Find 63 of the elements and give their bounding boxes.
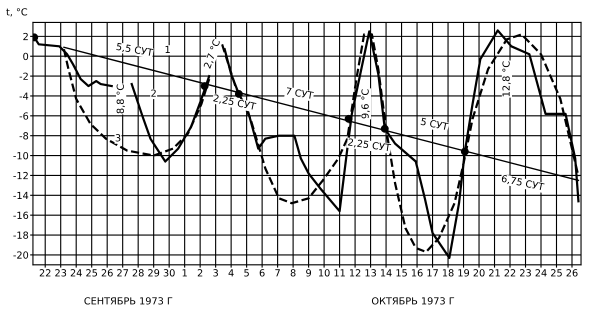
y-tick-label: -18 [13, 232, 28, 239]
x-tick-label: 23 [55, 269, 66, 277]
y-tick-label: -12 [13, 172, 28, 180]
x-tick-label: 22 [40, 269, 50, 276]
x-tick-label: 26 [566, 269, 578, 277]
x-tick-label: 4 [228, 269, 234, 276]
annotation: 6,75 СУТ [501, 174, 545, 192]
annotation: 9,6 °C [361, 89, 370, 118]
annotation: 8,8 °C [116, 84, 125, 114]
annotation: 5 СУТ [420, 118, 449, 130]
x-tick-label: 5 [244, 269, 249, 277]
x-tick-label: 3 [213, 269, 218, 277]
y-tick-label: -2 [20, 72, 28, 80]
annotation: 5,5 СУТ [116, 42, 154, 58]
y-tick-label: 0 [23, 52, 28, 60]
y-tick-label: -4 [20, 92, 28, 100]
text: ОКТЯБРЬ 1973 Г [372, 297, 454, 305]
y-tick-label: -16 [13, 212, 28, 219]
annotation: 3 [116, 134, 120, 142]
x-tick-label: 24 [536, 269, 547, 276]
x-tick-label: 22 [504, 269, 516, 276]
y-tick-label: -8 [20, 132, 28, 140]
x-tick-label: 12 [350, 269, 360, 276]
x-tick-label: 30 [164, 269, 175, 277]
x-tick-label: 2 [198, 269, 202, 276]
y-tick-label: -6 [20, 112, 28, 120]
x-tick-label: 9 [306, 269, 312, 277]
x-tick-label: 19 [458, 269, 470, 277]
x-tick-label: 25 [86, 269, 98, 277]
x-tick-label: 28 [132, 269, 144, 277]
y-tick-label: -10 [13, 152, 28, 160]
x-tick-label: 24 [70, 269, 82, 276]
text: СЕНТЯБРЬ 1973 Г [84, 297, 172, 305]
x-tick-label: 18 [442, 269, 454, 277]
x-tick-label: 25 [551, 269, 562, 277]
x-tick-label: 1 [182, 269, 187, 276]
x-tick-label: 15 [396, 269, 407, 277]
x-tick-label: 7 [275, 269, 280, 276]
x-tick-label: 13 [365, 269, 376, 277]
y-tick-label: 2 [23, 32, 28, 40]
x-tick-label: 29 [148, 269, 160, 277]
x-tick-label: 11 [334, 269, 345, 276]
annotation: 12,8 °C [502, 61, 511, 96]
x-tick-label: 20 [474, 269, 485, 277]
x-tick-label: 10 [318, 269, 330, 277]
y-tick-label: -20 [13, 251, 28, 259]
annotation: 2 [151, 89, 156, 97]
annotation: 2,25 СУТ [212, 94, 256, 112]
annotation: 7 СУТ [286, 87, 314, 100]
x-tick-label: 26 [102, 269, 113, 277]
y-axis-title: t, °C [6, 8, 28, 17]
annotation: 2,7 °C [203, 39, 222, 70]
x-tick-label: 27 [117, 269, 128, 276]
y-tick-label: -14 [13, 192, 28, 199]
x-tick-label: 6 [260, 269, 265, 277]
x-tick-label: 14 [380, 269, 392, 276]
annotation: 2,25 СУТ [348, 138, 392, 152]
x-tick-label: 17 [427, 269, 438, 276]
x-tick-label: 23 [520, 269, 531, 277]
x-tick-label: 16 [412, 269, 423, 277]
x-tick-label: 8 [290, 269, 296, 277]
x-tick-label: 21 [489, 269, 500, 276]
annotation: 1 [166, 46, 170, 53]
